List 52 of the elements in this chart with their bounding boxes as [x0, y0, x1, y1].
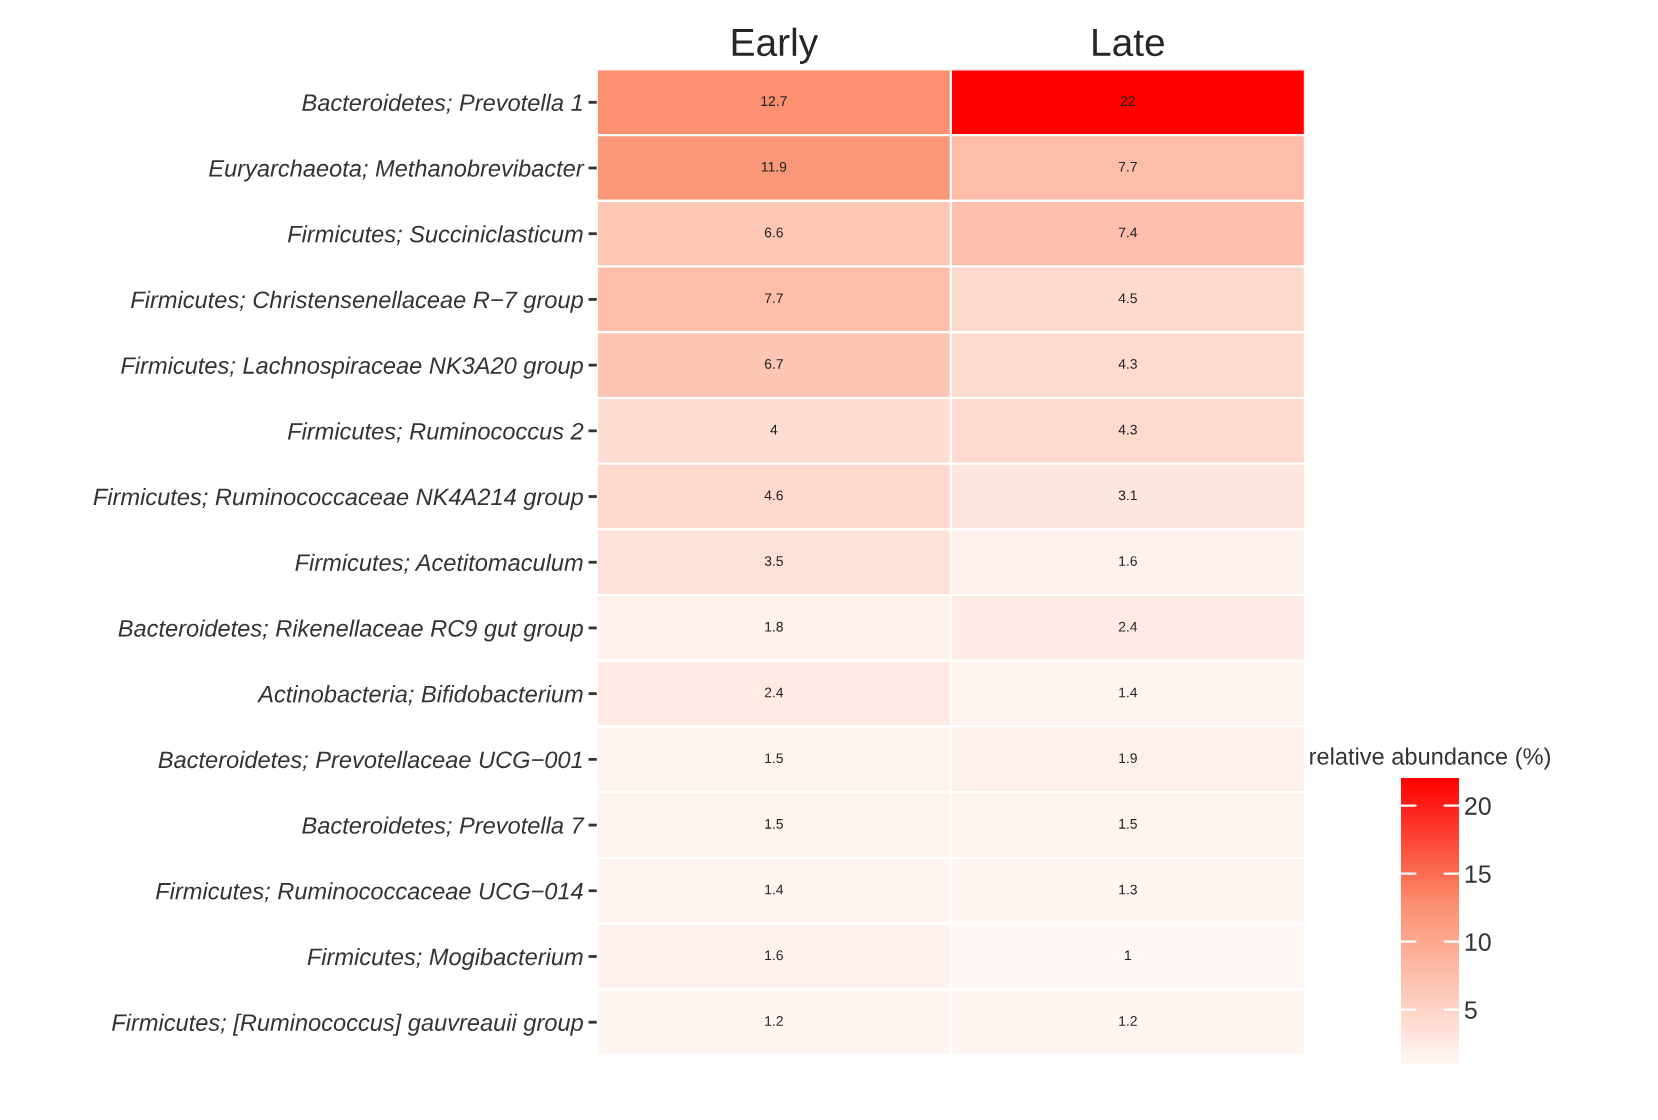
data-label: 4	[770, 424, 778, 435]
data-label: 1.4	[1119, 687, 1138, 698]
y-tick-label: Bacteroidetes; Prevotellaceae UCG−001	[158, 750, 582, 771]
y-tick-label: Firmicutes; Succiniclasticum	[287, 225, 583, 246]
y-tick-label: Firmicutes; Mogibacterium	[307, 947, 583, 970]
x-tick-label: Late	[1093, 29, 1164, 57]
y-tick-label: Firmicutes; Ruminococcaceae UCG−014	[155, 882, 583, 903]
data-label: 1.5	[1119, 819, 1137, 829]
y-tick-label: Bacteroidetes; Prevotella 7	[302, 816, 585, 837]
y-tick-label: Firmicutes; Christensenellaceae R−7 group	[131, 290, 583, 313]
data-label: 6.7	[764, 359, 783, 369]
data-label: 3.1	[1118, 490, 1137, 501]
data-label: 1.6	[1119, 556, 1137, 566]
x-tick-label: Early	[732, 27, 819, 64]
y-tick-label: Firmicutes; [Ruminococcus] gauvreauii group	[112, 1013, 583, 1036]
y-tick-label: Firmicutes; Ruminococcus 2	[287, 422, 584, 443]
y-tick-label: Actinobacteria; Bifidobacterium	[257, 685, 583, 706]
data-label: 1.6	[765, 950, 783, 961]
data-label: 2.4	[1118, 621, 1138, 632]
data-label: 1.4	[765, 884, 784, 895]
data-label: 1.2	[1119, 1016, 1137, 1026]
data-label: 4.3	[1118, 424, 1137, 435]
data-label: 7.4	[1118, 227, 1138, 238]
data-label: 6.6	[764, 227, 783, 238]
data-label: 4.3	[1118, 359, 1137, 369]
data-label: 1.9	[1119, 753, 1137, 764]
data-label: 12.7	[761, 96, 787, 106]
data-label: 1.5	[765, 819, 783, 829]
data-label: 2.4	[764, 687, 784, 698]
color-bar-label: 15	[1465, 865, 1491, 883]
color-bar-label: 20	[1465, 797, 1491, 815]
y-tick-label: Firmicutes; Acetitomaculum	[295, 553, 583, 574]
data-label: 1.3	[1119, 884, 1137, 895]
data-label: 7.7	[764, 293, 783, 303]
data-label: 1.5	[765, 753, 783, 764]
data-label: 22	[1120, 96, 1135, 106]
y-tick-label: Firmicutes; Lachnospiraceae NK3A20 group	[121, 356, 583, 379]
data-label: 4.5	[1118, 293, 1137, 304]
data-label: 7.7	[1118, 162, 1137, 172]
data-label: 1.2	[765, 1016, 783, 1026]
data-label: 4.6	[764, 490, 783, 501]
data-label: 11.9	[761, 161, 787, 172]
y-tick-label: Bacteroidetes; Rikenellaceae RC9 gut group	[118, 619, 583, 642]
color-bar-label: 5	[1464, 1001, 1477, 1019]
data-label: 1.8	[765, 621, 783, 632]
y-tick-label: Bacteroidetes; Prevotella 1	[302, 93, 582, 114]
color-bar-title: relative abundance (%)	[1310, 747, 1550, 770]
color-bar-label: 10	[1465, 933, 1491, 951]
y-tick-label: Euryarchaeota; Methanobrevibacter	[209, 159, 585, 182]
data-label: 1	[1125, 950, 1132, 961]
y-tick-label: Firmicutes; Ruminococcaceae NK4A214 group	[93, 487, 583, 510]
data-label: 3.5	[764, 556, 783, 566]
